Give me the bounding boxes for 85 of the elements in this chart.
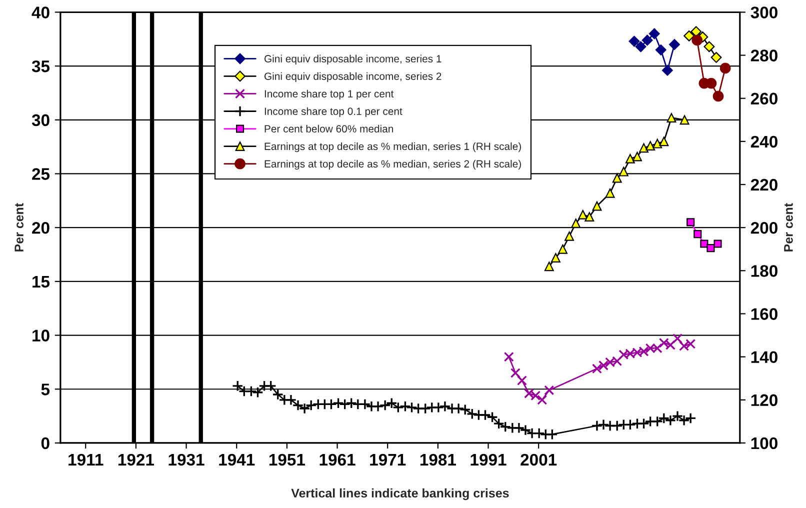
legend-label: Earnings at top decile as % median, series 1 (RH scale) [264, 142, 521, 152]
legend-label: Earnings at top decile as % median, series 2 (RH scale) [264, 160, 521, 170]
legend-label: Per cent below 60% median [264, 124, 394, 133]
y-axis-title: Per cent [14, 203, 24, 252]
point [714, 240, 722, 248]
point [706, 244, 715, 252]
point [710, 52, 722, 63]
x-tick-label: 1921 [118, 454, 154, 466]
x-tick-label: 1981 [420, 454, 456, 466]
point [571, 218, 581, 228]
point [684, 30, 695, 42]
point [662, 64, 673, 76]
y2-tick-label: 160 [751, 308, 778, 320]
point [635, 41, 646, 52]
x-tick-label: 1971 [370, 454, 406, 466]
y2-tick-label: 240 [750, 136, 778, 148]
y2-tick-label: 100 [751, 437, 778, 450]
point [704, 41, 715, 52]
legend-label: Gini equiv disposable income, series 1 [264, 54, 442, 64]
point [612, 173, 622, 183]
y-tick-label: 5 [41, 384, 50, 396]
point [544, 385, 554, 396]
y2-tick-label: 200 [750, 222, 778, 234]
point [632, 152, 642, 162]
point [648, 28, 660, 40]
y-tick-label: 20 [32, 222, 50, 234]
point [720, 62, 731, 74]
point [680, 115, 690, 125]
point [550, 253, 560, 262]
point [712, 90, 724, 102]
x-axis-title: Vertical lines indicate banking crises [291, 488, 509, 500]
point [584, 212, 594, 222]
point [646, 141, 656, 150]
x-tick-label: 1911 [68, 454, 104, 466]
point [504, 352, 514, 362]
point [659, 136, 669, 146]
y2-tick-label: 220 [750, 178, 778, 191]
y-tick-label: 40 [32, 6, 50, 18]
y2-tick-label: 280 [750, 50, 778, 62]
y2-tick-label: 140 [751, 351, 778, 364]
y2-axis-title: Per cent [784, 203, 793, 252]
y-tick-label: 35 [32, 60, 50, 72]
y-tick-label: 30 [32, 114, 50, 126]
legend-label: Income share top 0.1 per cent [264, 107, 402, 118]
point [564, 231, 574, 241]
point [666, 113, 676, 122]
point [686, 218, 695, 226]
y-tick-label: 25 [32, 168, 50, 180]
legend-label: Income share top 1 per cent [264, 90, 394, 100]
point [558, 244, 568, 254]
point [642, 34, 653, 46]
x-tick-label: 1951 [269, 454, 306, 466]
point [672, 334, 682, 344]
point [618, 166, 628, 176]
point [605, 188, 615, 198]
point [578, 210, 588, 220]
point [598, 360, 609, 370]
point [639, 143, 648, 153]
point [592, 201, 602, 211]
point [625, 154, 635, 164]
point [669, 39, 680, 50]
point [692, 34, 703, 46]
x-tick-label: 2001 [520, 454, 557, 466]
point [700, 240, 708, 248]
point [537, 394, 548, 405]
point [628, 36, 640, 47]
point [694, 230, 702, 238]
point [544, 262, 554, 272]
y-tick-label: 10 [32, 330, 50, 342]
point [516, 376, 527, 386]
y2-tick-label: 300 [750, 6, 778, 18]
y-tick-label: 15 [32, 276, 50, 288]
x-tick-label: 1961 [320, 454, 356, 466]
point [592, 364, 602, 374]
point [510, 368, 520, 378]
legend-label: Gini equiv disposable income, series 2 [264, 72, 442, 82]
x-tick-label: 1991 [470, 454, 506, 466]
point [655, 44, 666, 56]
y2-tick-label: 260 [750, 92, 778, 105]
point [652, 138, 662, 148]
y-tick-label: 0 [41, 437, 50, 450]
y2-tick-label: 120 [751, 394, 778, 406]
x-tick-label: 1941 [219, 454, 255, 466]
y2-tick-label: 180 [751, 265, 778, 277]
x-tick-label: 1931 [168, 454, 204, 466]
